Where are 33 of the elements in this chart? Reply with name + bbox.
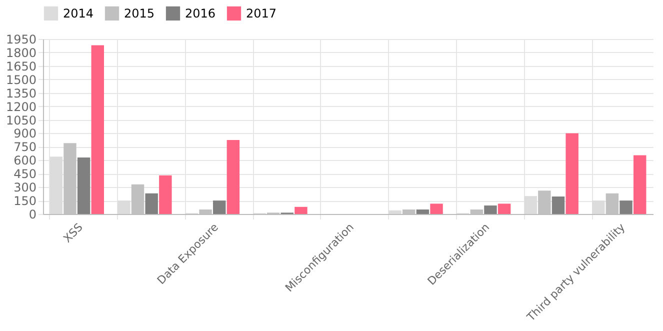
y-tick-label: 1650 bbox=[6, 59, 36, 74]
bar bbox=[552, 196, 565, 214]
y-tick-label: 600 bbox=[14, 154, 36, 168]
bar bbox=[484, 205, 497, 214]
bar bbox=[145, 193, 158, 214]
bar bbox=[566, 133, 578, 214]
legend-label: 2016 bbox=[185, 6, 216, 20]
bar bbox=[416, 210, 430, 214]
y-tick-label: 1200 bbox=[6, 100, 36, 114]
legend-label: 2017 bbox=[246, 6, 277, 20]
bar bbox=[226, 140, 240, 214]
legend-label: 2014 bbox=[63, 6, 94, 20]
y-tick-label: 300 bbox=[14, 180, 36, 195]
bar bbox=[159, 175, 172, 214]
bar bbox=[633, 155, 646, 214]
bar bbox=[620, 200, 632, 214]
y-tick-label: 0 bbox=[28, 208, 36, 222]
y-tick-label: 1050 bbox=[6, 113, 36, 128]
bar bbox=[91, 45, 104, 214]
y-tick-label: 1350 bbox=[6, 86, 36, 100]
y-tick-label: 1800 bbox=[6, 46, 36, 60]
y-tick-label: 750 bbox=[14, 140, 36, 154]
bar bbox=[77, 157, 90, 214]
y-tick-label: 1950 bbox=[6, 32, 36, 46]
bar bbox=[498, 204, 511, 214]
y-tick-label: 1500 bbox=[6, 72, 36, 87]
y-tick-label: 900 bbox=[14, 126, 36, 141]
bar bbox=[213, 200, 226, 214]
bar bbox=[294, 206, 308, 214]
y-tick-label: 450 bbox=[14, 167, 36, 182]
legend-label: 2015 bbox=[124, 6, 155, 20]
bar bbox=[430, 204, 443, 214]
y-tick-label: 150 bbox=[14, 194, 36, 208]
